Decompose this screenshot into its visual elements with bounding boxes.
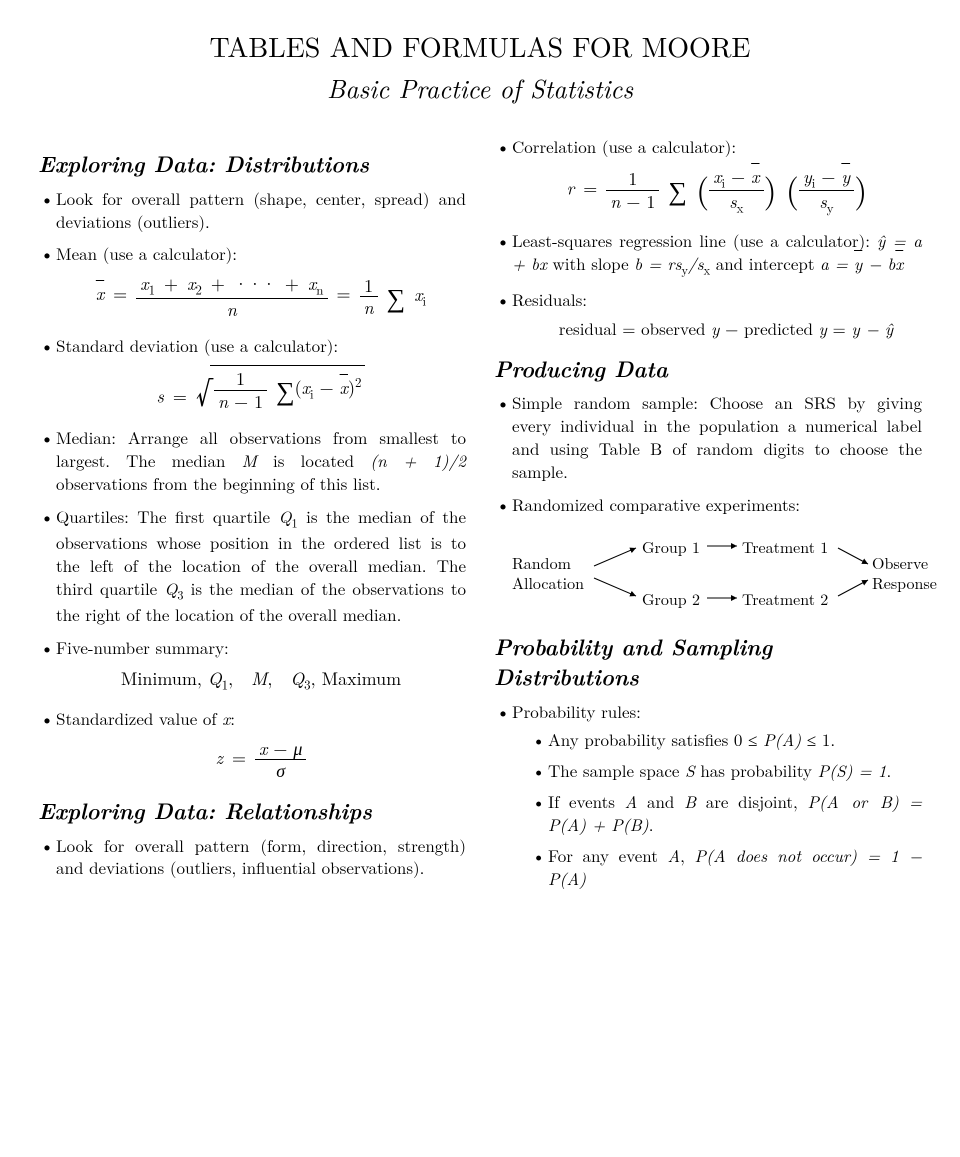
bullet-srs: Simple random sample: Choose an SRS by g…	[494, 391, 922, 483]
bullet-correlation: Correlation (use a calculator): r = 1n −…	[494, 135, 922, 215]
formula-mean: x = x1 + x2 + ··· + xnn = 1n ∑ xi	[56, 273, 466, 320]
bullet-five-number: Five-number summary: Minimum, Q1, M, Q3,…	[38, 636, 466, 693]
resid-y2: y	[819, 316, 827, 340]
bullet-mean-label: Mean (use a calculator):	[56, 241, 237, 265]
rule-sample-space: The sample space S has probability P(S) …	[530, 759, 922, 782]
r3-b: and	[637, 789, 684, 813]
right-column: Correlation (use a calculator): r = 1n −…	[494, 135, 922, 900]
bullet-residuals: Residuals: residual = observed y − predi…	[494, 288, 922, 340]
rule-prob-bounds: Any probability satisfies 0 ≤ P(A) ≤ 1.	[530, 728, 922, 751]
formula-residual: residual = observed y − predicted y = y …	[530, 317, 922, 340]
r1-a: Any probability satisfies 0 ≤	[548, 727, 763, 751]
bullet-quartiles: Quartiles: The first quartile Q1 is the …	[38, 505, 466, 626]
bullet-least-squares: Least-squares regression line (use a cal…	[494, 229, 922, 278]
standardized-x: x	[222, 706, 230, 730]
fns-m: M	[251, 666, 267, 691]
left-column: Exploring Data: Distributions Look for o…	[38, 135, 466, 900]
median-M: M	[242, 448, 257, 472]
formula-correlation: r = 1n − 1 ∑ (xi − xsx) (yi − ysy)	[512, 166, 922, 215]
r3-c: are disjoint,	[696, 789, 807, 813]
five-number-label: Five-number summary:	[56, 635, 229, 659]
formula-z-score: z = x − μσ	[56, 738, 466, 782]
bullet-prob-rules: Probability rules: Any probability satis…	[494, 700, 922, 891]
quartile-text-1: Quartiles: The first quartile	[56, 504, 279, 528]
r2-ps: P(S) = 1	[818, 758, 887, 782]
r3-B: B	[684, 789, 696, 813]
r1-pa: P(A)	[763, 727, 801, 751]
bullet-std-dev-label: Standard deviation (use a calculator):	[56, 333, 338, 357]
bullet-std-dev: Standard deviation (use a calculator): s…	[38, 334, 466, 412]
residuals-label: Residuals:	[512, 287, 587, 311]
diagram-arrows	[512, 522, 952, 618]
experiment-diagram: Random Allocation Group 1 Group 2 Treatm…	[512, 522, 922, 618]
fns-q3: Q3	[290, 666, 310, 691]
median-text-2: is located	[257, 448, 370, 472]
rule-complement: For any event A, P(A does not occur) = 1…	[530, 844, 922, 890]
rce-label: Randomized comparative experiments:	[512, 492, 800, 516]
rule-disjoint: If events A and B are disjoint, P(A or B…	[530, 790, 922, 836]
resid-yhat: − ŷ	[860, 316, 893, 340]
prob-rules-label: Probability rules:	[512, 699, 641, 723]
ls-text-3: and intercept	[710, 251, 820, 275]
r4-b: ,	[680, 843, 694, 867]
correlation-label: Correlation (use a calculator):	[512, 134, 736, 158]
bullet-overall-pattern: Look for overall pattern (shape, center,…	[38, 187, 466, 233]
quartile-Q3: Q3	[164, 576, 183, 600]
r1-b: ≤ 1.	[801, 727, 835, 751]
fns-q1: Q1	[208, 666, 228, 691]
section-heading-probability: Probability and Sampling Distributions	[494, 632, 922, 691]
median-text-3: observations from the beginning of this …	[56, 471, 380, 495]
section-heading-producing-data: Producing Data	[494, 354, 922, 384]
section-heading-distributions: Exploring Data: Distributions	[38, 149, 466, 179]
median-expr: (n + 1)/2	[370, 448, 466, 472]
ls-text-1: Least-squares regression line (use a cal…	[512, 228, 877, 252]
resid-2: − predicted	[719, 316, 818, 340]
r4-a: For any event	[548, 843, 668, 867]
formula-std-dev: s = √1n − 1 ∑(xi − x)2	[56, 365, 466, 412]
page-title: TABLES AND FORMULAS FOR MOORE	[38, 28, 922, 66]
r3-a: If events	[548, 789, 625, 813]
r2-s: S	[685, 758, 695, 782]
r2-b: has probability	[695, 758, 818, 782]
r2-c: .	[887, 758, 892, 782]
section-heading-relationships: Exploring Data: Relationships	[38, 796, 466, 826]
five-number-summary: Minimum, Q1, M, Q3, Maximum	[56, 667, 466, 693]
r4-A: A	[668, 843, 681, 867]
bullet-mean: Mean (use a calculator): x = x1 + x2 + ·…	[38, 242, 466, 320]
fns-max: , Maximum	[311, 666, 402, 691]
resid-y3: y	[851, 316, 859, 340]
bullet-standardized: Standardized value of x: z = x − μσ	[38, 707, 466, 782]
ls-eq2: b = rsy/sx	[634, 251, 710, 275]
bullet-median: Median: Arrange all observations from sm…	[38, 426, 466, 495]
two-column-layout: Exploring Data: Distributions Look for o…	[38, 135, 922, 900]
ls-eq3: a = y − bx	[820, 251, 903, 275]
resid-3: =	[827, 316, 852, 340]
standardized-text-1: Standardized value of	[56, 706, 222, 730]
r3-d: .	[649, 812, 654, 836]
r3-A: A	[625, 789, 638, 813]
bullet-relationships-pattern: Look for overall pattern (form, directio…	[38, 834, 466, 880]
r2-a: The sample space	[548, 758, 685, 782]
resid-1: residual = observed	[559, 316, 711, 340]
ls-text-2: with slope	[547, 251, 634, 275]
fns-min: Minimum,	[121, 666, 208, 691]
bullet-randomized-experiments: Randomized comparative experiments: Rand…	[494, 493, 922, 618]
page-subtitle: Basic Practice of Statistics	[38, 70, 922, 105]
standardized-text-2: :	[230, 706, 235, 730]
quartile-Q1: Q1	[279, 504, 298, 528]
